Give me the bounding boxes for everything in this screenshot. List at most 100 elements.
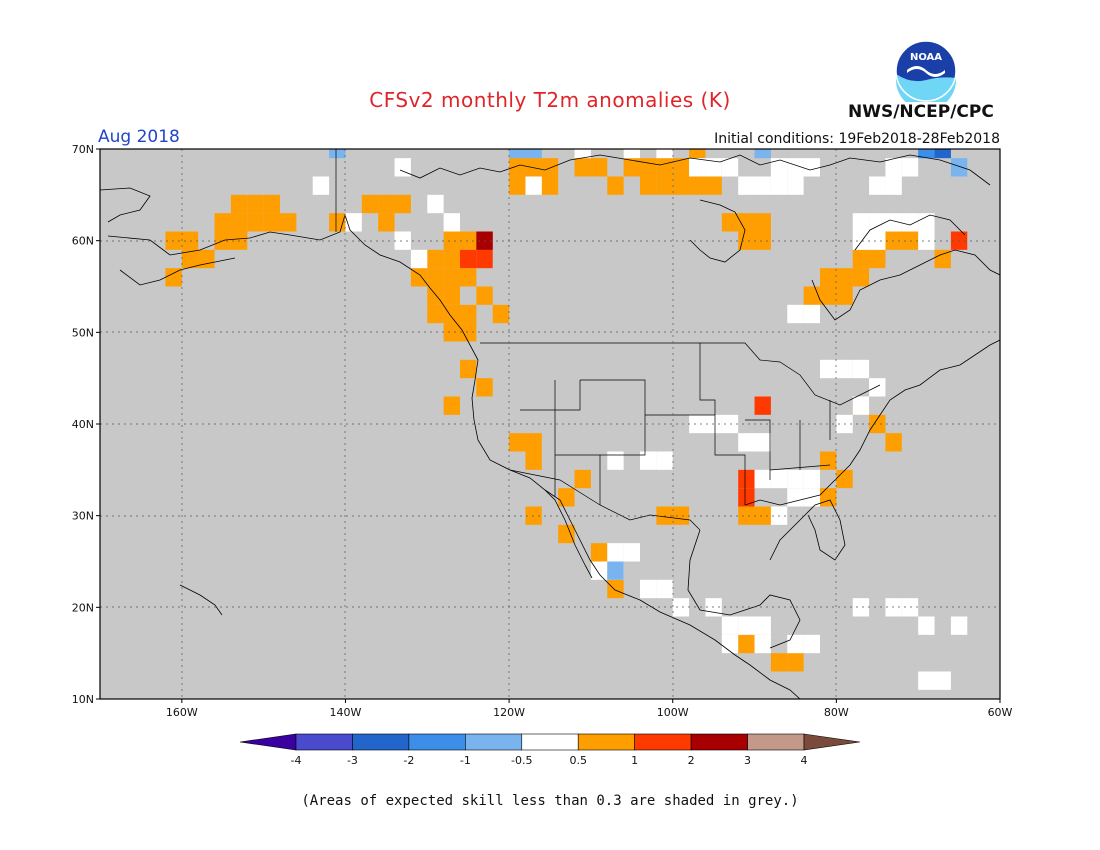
- anomaly-cell: [901, 213, 919, 232]
- colorbar-swatch: [521, 733, 579, 751]
- colorbar-swatch: [634, 733, 692, 751]
- latitude-label: 10N: [72, 693, 94, 706]
- anomaly-cell: [427, 268, 444, 287]
- anomaly-cell: [770, 176, 788, 195]
- anomaly-cell: [705, 158, 722, 177]
- anomaly-cell: [885, 433, 902, 452]
- anomaly-cell: [378, 194, 395, 214]
- anomaly-cell: [607, 451, 624, 470]
- anomaly-cell: [721, 158, 739, 177]
- colorbar-arrow-high: [803, 733, 861, 751]
- anomaly-cell: [705, 176, 722, 195]
- anomaly-cell: [689, 176, 706, 195]
- anomaly-cell: [754, 231, 771, 250]
- anomaly-cell: [869, 231, 886, 250]
- colorbar-label: -3: [347, 754, 358, 767]
- anomaly-cell: [460, 268, 477, 287]
- anomaly-cell: [754, 616, 771, 635]
- anomaly-cell: [312, 176, 330, 195]
- anomaly-cell: [541, 176, 559, 195]
- anomaly-cell: [787, 469, 804, 489]
- longitude-label: 100W: [657, 706, 689, 719]
- anomaly-cell: [558, 524, 575, 544]
- anomaly-cell: [427, 286, 444, 305]
- anomaly-cell: [852, 268, 870, 287]
- anomaly-cell: [509, 433, 526, 452]
- anomaly-cell: [443, 396, 460, 415]
- anomaly-cell: [443, 286, 460, 305]
- anomaly-cell: [885, 213, 902, 232]
- colorbar-label: -4: [291, 754, 302, 767]
- colorbar-arrow-low: [239, 733, 297, 751]
- anomaly-cell: [607, 561, 624, 580]
- anomaly-cell: [689, 149, 706, 159]
- anomaly-cell: [803, 304, 820, 324]
- anomaly-cell: [754, 469, 771, 489]
- anomaly-cell: [509, 158, 526, 177]
- anomaly-cell: [640, 176, 657, 195]
- anomaly-cell: [852, 396, 870, 415]
- anomaly-cell: [869, 414, 886, 434]
- colorbar-swatch: [690, 733, 748, 751]
- anomaly-cell: [754, 176, 771, 195]
- anomaly-cell: [460, 359, 477, 379]
- anomaly-cell: [541, 158, 559, 177]
- anomaly-cell: [836, 359, 853, 379]
- anomaly-cells: [165, 149, 968, 690]
- anomaly-cell: [918, 671, 935, 690]
- anomaly-cell: [476, 286, 493, 305]
- anomaly-cell: [590, 543, 608, 562]
- anomaly-cell: [394, 158, 411, 177]
- anomaly-cell: [623, 158, 640, 177]
- anomaly-cell: [640, 579, 657, 599]
- anomaly-cell: [345, 213, 362, 232]
- anomaly-cell: [443, 268, 460, 287]
- anomaly-cell: [623, 149, 640, 159]
- anomaly-cell: [934, 149, 951, 159]
- anomaly-cell: [640, 158, 657, 177]
- anomaly-cell: [754, 396, 771, 415]
- anomaly-cell: [738, 433, 755, 452]
- anomaly-cell: [607, 579, 624, 599]
- anomaly-cell: [852, 359, 870, 379]
- anomaly-cell: [590, 561, 608, 580]
- colorbar-swatch: [747, 733, 805, 751]
- anomaly-cell: [247, 213, 264, 232]
- anomaly-cell: [869, 213, 886, 232]
- anomaly-cell: [787, 176, 804, 195]
- colorbar-label: 3: [744, 754, 751, 767]
- anomaly-cell: [574, 469, 591, 489]
- anomaly-cell: [574, 149, 591, 159]
- political-borders: [335, 149, 881, 531]
- anomaly-cell: [525, 433, 542, 452]
- colorbar-label: 0.5: [569, 754, 587, 767]
- anomaly-cell: [361, 194, 379, 214]
- anomaly-cell: [427, 304, 444, 324]
- anomaly-cell: [558, 488, 575, 507]
- anomaly-cell: [672, 506, 690, 525]
- longitude-label: 80W: [824, 706, 849, 719]
- anomaly-cell: [770, 469, 788, 489]
- anomaly-cell: [787, 304, 804, 324]
- colorbar-label: -2: [403, 754, 414, 767]
- agency-label: NWS/NCEP/CPC: [848, 102, 994, 122]
- anomaly-cell: [950, 158, 968, 177]
- latitude-labels: 70N 60N 50N 40N 30N 20N 10N: [72, 143, 100, 706]
- anomaly-cell: [689, 158, 706, 177]
- anomaly-cell: [820, 268, 837, 287]
- anomaly-cell: [656, 149, 673, 159]
- anomaly-cell: [852, 249, 870, 269]
- anomaly-cell: [443, 249, 460, 269]
- anomaly-cell: [214, 213, 231, 232]
- anomaly-cell: [885, 158, 902, 177]
- anomaly-cell: [852, 213, 870, 232]
- anomaly-cell: [738, 634, 755, 654]
- noaa-logo: NOAA: [895, 40, 957, 102]
- anomaly-cell: [787, 634, 804, 654]
- anomaly-cell: [836, 469, 853, 489]
- valid-month-label: Aug 2018: [98, 127, 180, 147]
- longitude-label: 160W: [166, 706, 198, 719]
- anomaly-cell: [738, 506, 755, 525]
- anomaly-cell: [476, 378, 493, 397]
